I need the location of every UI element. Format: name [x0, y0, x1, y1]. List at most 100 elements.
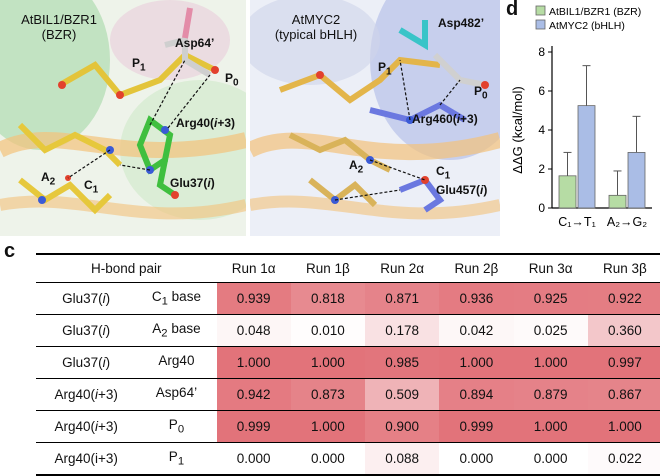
label-bzr-p1-text: P	[132, 56, 141, 70]
occupancy-cell: 0.088	[365, 442, 440, 475]
label-myc-p1: P1	[378, 60, 392, 77]
residue-suffix: )	[105, 323, 111, 338]
label-bzr-a2: A2	[41, 170, 55, 187]
occupancy-cell: 0.022	[587, 442, 660, 475]
label-myc-p0-text: P	[474, 84, 483, 98]
y-axis-label: ΔΔG (kcal/mol)	[510, 86, 525, 173]
label-myc-glu-text: Glu457(	[436, 183, 481, 197]
occupancy-cell: 0.871	[365, 282, 440, 315]
x-tick-label: A₂→G₂	[607, 215, 647, 229]
residue-index: i	[94, 387, 98, 402]
y-tick-label: 2	[538, 162, 545, 176]
occupancy-cell: 0.025	[513, 314, 588, 347]
occupancy-cell: 0.925	[513, 282, 588, 315]
header-run: Run 1β	[306, 261, 350, 276]
label-bzr-arg-text: Arg40(	[176, 116, 215, 130]
legend-label: AtBIL1/BZR1 (BZR)	[549, 6, 641, 18]
occupancy-cell: 0.999	[439, 410, 514, 443]
partner-cell: P1	[136, 443, 216, 476]
label-myc-arg-tail: +3)	[460, 112, 478, 126]
legend-label: AtMYC2 (bHLH)	[549, 20, 625, 32]
occupancy-cell: 0.360	[587, 314, 660, 347]
occupancy-cell: 0.178	[365, 314, 440, 347]
label-bzr-c1-text: C	[84, 178, 93, 192]
bar	[558, 175, 577, 209]
table-row: Arg40(i+3) P0 0.999 1.000 0.900 0.999 1.000 1.0…	[36, 410, 660, 443]
residue-name: Arg40(	[54, 387, 95, 402]
occupancy-cell: 0.000	[216, 442, 291, 475]
structure-render-bzr	[0, 0, 246, 236]
residue-cell: Arg40(i+3)	[36, 411, 136, 443]
label-bzr-glu-tail: )	[210, 176, 215, 190]
y-tick-label: 8	[538, 45, 545, 59]
panel-letter-c: c	[4, 240, 16, 262]
partner-name: Asp64’	[155, 385, 198, 401]
label-bzr-arg: Arg40(i+3)	[176, 116, 235, 130]
partner-cell: Asp64’	[136, 379, 216, 411]
structure-title-myc-line1: AtMYC2	[291, 12, 341, 27]
label-bzr-p0-text: P	[225, 71, 234, 85]
occupancy-cell: 0.873	[290, 378, 366, 411]
legend-swatch	[535, 5, 546, 16]
header-run: Run 2α	[380, 261, 425, 276]
label-myc-p0: P0	[474, 84, 488, 101]
table-row: Arg40(i+3) Asp64’ 0.942 0.873 0.509 0.894 0.87…	[36, 378, 660, 411]
y-tick-label: 0	[538, 201, 545, 215]
occupancy-cell: 0.867	[587, 378, 660, 411]
occupancy-cell: 1.000	[513, 346, 588, 379]
occupancy-cell: 0.939	[216, 282, 291, 315]
residue-suffix: +3)	[97, 419, 118, 434]
occupancy-cell: 0.997	[587, 346, 660, 379]
occupancy-cell: 0.985	[365, 346, 440, 379]
occupancy-cell: 0.818	[290, 282, 366, 315]
occupancy-cell: 1.000	[439, 346, 514, 379]
occupancy-cell: 0.048	[216, 314, 291, 347]
residue-index: i	[102, 323, 106, 338]
residue-cell: Glu37(i)	[36, 283, 136, 315]
structure-title-bzr-line1: AtBIL1/BZR1	[21, 12, 97, 27]
partner-cell: Arg40	[136, 347, 216, 379]
header-run: Run 3α	[528, 261, 573, 276]
label-myc-p1-sub: 1	[386, 66, 392, 78]
legend-swatch	[535, 19, 546, 30]
header-hbond-pair: H-bond pair	[91, 261, 162, 276]
occupancy-cell: 1.000	[290, 410, 366, 443]
partner-suffix: base	[167, 289, 201, 305]
partner-name: C	[151, 289, 162, 305]
occupancy-cell: 0.010	[290, 314, 366, 347]
bar	[608, 194, 627, 209]
label-myc-a2-sub: 2	[357, 164, 364, 176]
label-bzr-a2-sub: 2	[49, 176, 56, 188]
bar	[627, 152, 646, 209]
header-run: Run 2β	[454, 261, 499, 276]
label-myc-arg-text: Arg460(	[412, 112, 457, 126]
table-row: Glu37(i) A2 base 0.048 0.010 0.178 0.042 0.025…	[36, 314, 660, 347]
label-myc-glu: Glu457(i)	[436, 183, 487, 197]
structure-title-bzr: AtBIL1/BZR1 (BZR)	[14, 12, 104, 42]
partner-name: P	[168, 449, 178, 465]
occupancy-cell: 0.000	[513, 442, 588, 475]
label-myc-asp: Asp482’	[438, 16, 485, 30]
structure-render-myc	[250, 0, 500, 236]
label-myc-a2: A2	[349, 158, 363, 175]
label-myc-a2-text: A	[349, 158, 358, 172]
label-bzr-p0: P0	[225, 71, 239, 88]
residue-cell: Glu37(i)	[36, 347, 136, 379]
partner-subscript: 2	[161, 327, 168, 340]
occupancy-cell: 0.942	[216, 378, 291, 411]
occupancy-cell: 0.000	[439, 442, 514, 475]
panel-letter-d: d	[506, 0, 519, 20]
label-myc-c1-text: C	[436, 164, 445, 178]
label-bzr-glu-i: i	[207, 176, 211, 190]
occupancy-cell: 1.000	[587, 410, 660, 443]
structure-title-myc-line2: (typical bHLH)	[274, 27, 358, 42]
label-myc-c1-sub: 1	[444, 170, 451, 182]
occupancy-cell: 0.936	[439, 282, 514, 315]
bar	[577, 105, 596, 209]
label-myc-arg-i: i	[456, 112, 461, 126]
occupancy-cell: 0.922	[587, 282, 660, 315]
label-bzr-arg-tail: +3)	[217, 116, 236, 130]
label-bzr-asp: Asp64’	[175, 36, 215, 50]
partner-subscript: 0	[177, 423, 185, 436]
structure-title-myc: AtMYC2 (typical bHLH)	[268, 12, 364, 42]
